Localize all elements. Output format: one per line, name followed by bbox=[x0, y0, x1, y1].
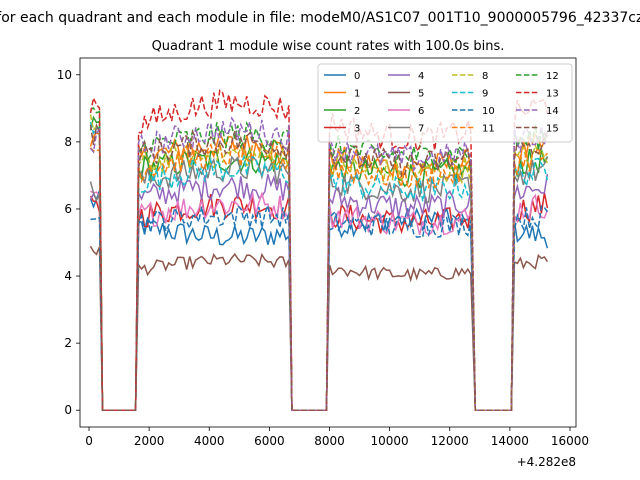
series-line-10 bbox=[90, 202, 549, 411]
x-tick-label: 12000 bbox=[431, 434, 469, 448]
plot-frame bbox=[79, 57, 577, 428]
legend-label-0: 0 bbox=[354, 71, 360, 82]
legend-label-14: 14 bbox=[546, 106, 559, 117]
series-line-9 bbox=[89, 121, 549, 411]
y-tick-label: 6 bbox=[64, 202, 72, 216]
legend-box bbox=[317, 63, 573, 143]
x-tick-label: 0 bbox=[85, 434, 93, 448]
y-tick-label: 4 bbox=[64, 269, 72, 283]
x-tick-label: 16000 bbox=[551, 434, 589, 448]
y-tick-label: 8 bbox=[64, 135, 72, 149]
series-line-14 bbox=[89, 116, 549, 411]
series-line-7 bbox=[89, 155, 549, 411]
legend-label-13: 13 bbox=[546, 89, 559, 100]
x-axis: 0 2000 4000 6000 8000 10000 12000 14000 16000 bbox=[85, 427, 589, 448]
series-line-5 bbox=[89, 245, 549, 411]
x-tick-label: 14000 bbox=[491, 434, 529, 448]
legend-label-5: 5 bbox=[418, 89, 424, 100]
series-line-12 bbox=[90, 107, 549, 411]
legend-label-10: 10 bbox=[482, 106, 495, 117]
legend-label-15: 15 bbox=[546, 124, 559, 135]
legend-label-1: 1 bbox=[354, 89, 360, 100]
x-tick-label: 10000 bbox=[371, 434, 409, 448]
x-tick-label: 4000 bbox=[194, 434, 225, 448]
legend-label-4: 4 bbox=[418, 71, 424, 82]
legend-label-11: 11 bbox=[482, 124, 495, 135]
legend-label-2: 2 bbox=[354, 106, 360, 117]
x-tick-label: 6000 bbox=[254, 434, 285, 448]
chart-title: Quadrant 1 module wise count rates with … bbox=[152, 39, 505, 54]
y-tick-label: 0 bbox=[64, 403, 72, 417]
legend-label-7: 7 bbox=[418, 124, 424, 135]
x-tick-label: 2000 bbox=[134, 434, 165, 448]
series-line-15 bbox=[89, 122, 548, 411]
x-tick-label: 8000 bbox=[314, 434, 345, 448]
legend-label-8: 8 bbox=[482, 71, 488, 82]
series-layer bbox=[89, 89, 549, 411]
y-axis: 0 2 4 6 8 10 bbox=[57, 68, 80, 417]
x-offset-label: +4.282e8 bbox=[517, 455, 576, 469]
legend-label-9: 9 bbox=[482, 89, 488, 100]
series-line-11 bbox=[89, 141, 548, 411]
chart-suptitle: Plot of count rates vs time for each qua… bbox=[0, 10, 640, 26]
y-tick-label: 2 bbox=[64, 336, 72, 350]
legend-label-3: 3 bbox=[354, 124, 360, 135]
legend-label-12: 12 bbox=[546, 71, 559, 82]
y-tick-label: 10 bbox=[57, 68, 72, 82]
legend-label-6: 6 bbox=[418, 106, 424, 117]
